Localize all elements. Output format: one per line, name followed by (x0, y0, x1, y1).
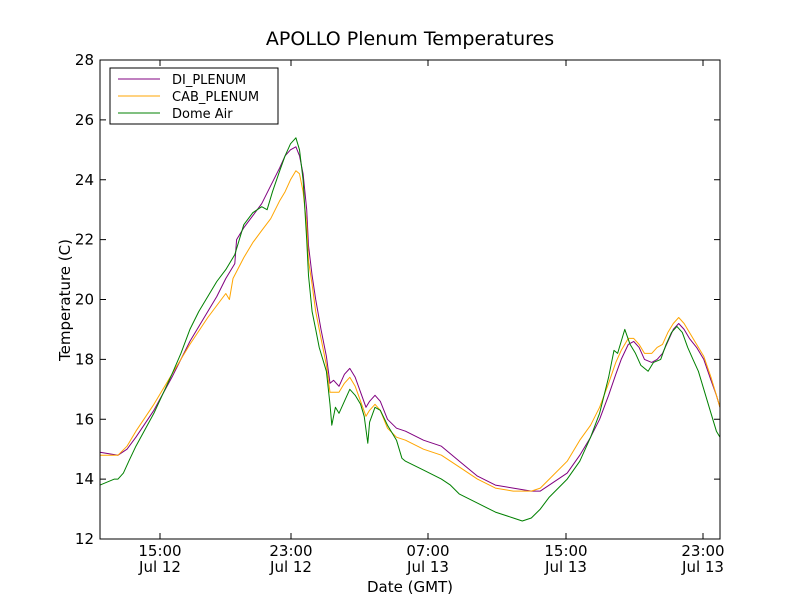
x-axis-label: Date (GMT) (367, 578, 453, 596)
series-line-di_plenum (99, 146, 721, 492)
x-tick-time-label: 15:00 (544, 542, 587, 560)
x-tick-date-label: Jul 13 (544, 558, 587, 576)
series-line-dome-air (99, 137, 721, 522)
plot-frame (99, 59, 721, 540)
y-tick-label: 22 (75, 231, 94, 249)
legend-entry-label: Dome Air (172, 107, 233, 122)
x-tick-date-label: Jul 12 (269, 558, 312, 576)
x-tick-time-label: 23:00 (681, 542, 724, 560)
y-axis-label: Temperature (C) (56, 239, 74, 362)
legend-entry-label: CAB_PLENUM (172, 90, 259, 105)
y-tick-label: 18 (75, 350, 94, 368)
legend-entry-label: DI_PLENUM (172, 73, 246, 88)
y-tick-label: 24 (75, 171, 94, 189)
chart-title: APOLLO Plenum Temperatures (266, 28, 554, 50)
x-tick-date-label: Jul 12 (138, 558, 181, 576)
x-tick-time-label: 07:00 (406, 542, 449, 560)
x-tick-time-label: 23:00 (269, 542, 312, 560)
y-tick-label: 14 (75, 470, 94, 488)
y-tick-label: 26 (75, 111, 94, 129)
y-tick-label: 12 (75, 530, 94, 548)
y-tick-label: 20 (75, 291, 94, 309)
y-tick-label: 28 (75, 51, 94, 69)
series-line-cab_plenum (100, 170, 721, 492)
x-tick-date-label: Jul 13 (406, 558, 449, 576)
y-tick-label: 16 (75, 410, 94, 428)
x-tick-date-label: Jul 13 (681, 558, 724, 576)
x-tick-time-label: 15:00 (138, 542, 181, 560)
